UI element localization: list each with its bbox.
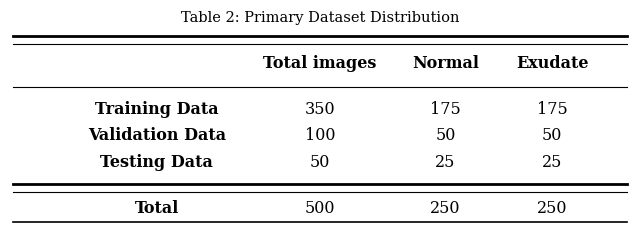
Text: Training Data: Training Data bbox=[95, 101, 219, 118]
Text: 250: 250 bbox=[430, 200, 461, 217]
Text: Total images: Total images bbox=[263, 56, 377, 72]
Text: Normal: Normal bbox=[412, 56, 479, 72]
Text: 100: 100 bbox=[305, 127, 335, 144]
Text: 175: 175 bbox=[430, 101, 461, 118]
Text: Total: Total bbox=[135, 200, 179, 217]
Text: Testing Data: Testing Data bbox=[100, 154, 213, 171]
Text: Validation Data: Validation Data bbox=[88, 127, 226, 144]
Text: 250: 250 bbox=[537, 200, 567, 217]
Text: Exudate: Exudate bbox=[516, 56, 588, 72]
Text: 25: 25 bbox=[542, 154, 563, 171]
Text: 350: 350 bbox=[305, 101, 335, 118]
Text: 50: 50 bbox=[435, 127, 456, 144]
Text: 25: 25 bbox=[435, 154, 456, 171]
Text: Table 2: Primary Dataset Distribution: Table 2: Primary Dataset Distribution bbox=[180, 11, 460, 25]
Text: 500: 500 bbox=[305, 200, 335, 217]
Text: 175: 175 bbox=[537, 101, 568, 118]
Text: 50: 50 bbox=[310, 154, 330, 171]
Text: 50: 50 bbox=[542, 127, 563, 144]
